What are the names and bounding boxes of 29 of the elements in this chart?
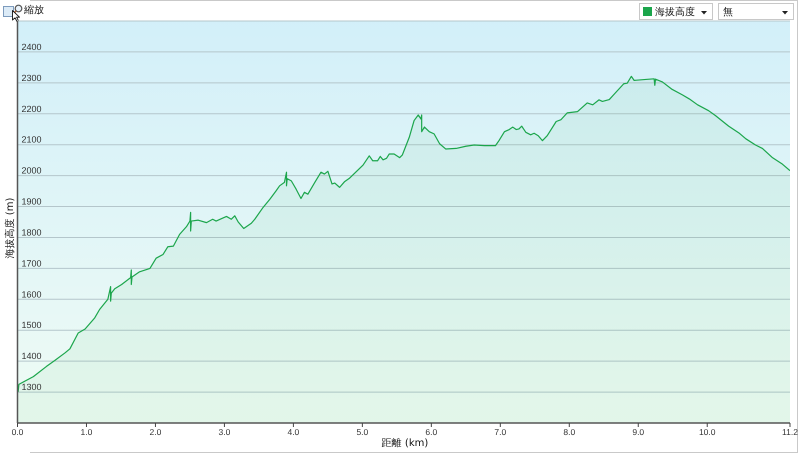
dropdown: 無 xyxy=(718,3,794,20)
x-tick-label: 5.0 xyxy=(356,427,369,438)
y-tick-label: 1400 xyxy=(22,351,42,362)
x-tick-label: 0.0 xyxy=(12,427,24,438)
y-axis-title: 海拔高度 (m) xyxy=(4,198,17,258)
y-tick-label: 1300 xyxy=(22,382,42,392)
y-tick-label: 1600 xyxy=(22,289,42,300)
x-tick-label: 4.0 xyxy=(287,427,300,438)
y-tick-label: 2200 xyxy=(22,104,42,114)
x-tick-label: 10.0 xyxy=(698,427,716,438)
x-axis-title: 距離 (km) xyxy=(382,437,428,450)
y-tick-label: 1900 xyxy=(22,196,42,207)
x-tick-label: 3.0 xyxy=(218,427,231,438)
x-tick-label: 1.0 xyxy=(80,427,93,438)
x-tick-label: 6.0 xyxy=(425,427,438,438)
x-tick-label: 8.0 xyxy=(563,427,576,438)
y-tick-label: 1700 xyxy=(22,258,42,268)
x-tick-label: 7.0 xyxy=(494,427,506,438)
x-tick-label: 11.2 xyxy=(782,427,798,438)
y-tick-label: 2300 xyxy=(22,72,42,83)
y-tick-label: 1800 xyxy=(22,227,42,238)
legend-label: 海拔高度 xyxy=(655,6,695,18)
x-tick-label: 2.0 xyxy=(150,427,162,438)
x-tick-label: 9.0 xyxy=(632,427,644,438)
y-tick-label: 2000 xyxy=(22,166,42,176)
y-tick-label: 1500 xyxy=(22,320,42,330)
text: 縮放 xyxy=(24,4,44,17)
y-tick-label: 2400 xyxy=(22,42,42,52)
y-tick-label: 2100 xyxy=(22,134,42,145)
